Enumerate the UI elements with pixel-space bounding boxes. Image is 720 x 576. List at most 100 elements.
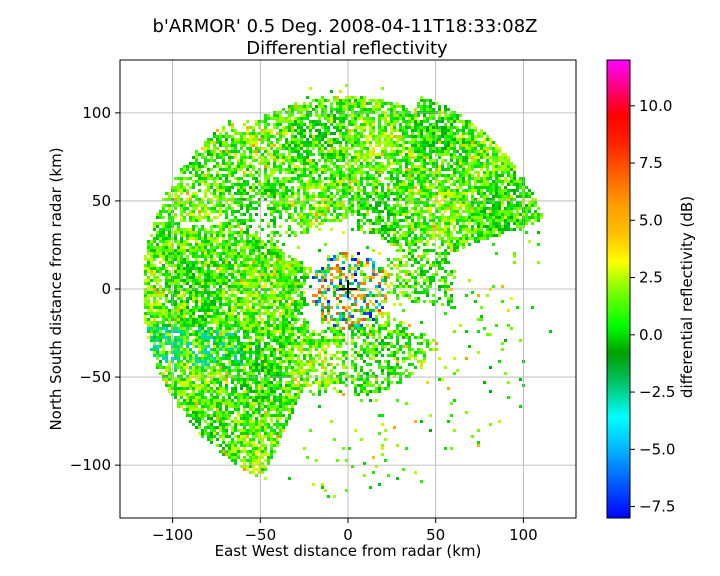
echo-cell xyxy=(342,318,345,321)
echo-cell xyxy=(186,228,189,231)
echo-cell xyxy=(336,183,339,186)
echo-cell xyxy=(222,402,225,405)
echo-cell xyxy=(267,318,270,321)
echo-cell xyxy=(288,228,291,231)
echo-cell xyxy=(246,243,249,246)
echo-cell xyxy=(150,339,153,342)
echo-cell xyxy=(360,126,363,129)
echo-cell xyxy=(201,315,204,318)
echo-cell xyxy=(339,153,342,156)
echo-cell xyxy=(228,192,231,195)
echo-cell xyxy=(258,312,261,315)
echo-cell xyxy=(159,255,162,258)
echo-cell xyxy=(195,180,198,183)
echo-cell xyxy=(165,276,168,279)
echo-cell xyxy=(354,150,357,153)
echo-cell xyxy=(351,120,354,123)
echo-cell xyxy=(261,252,264,255)
echo-cell xyxy=(285,204,288,207)
echo-cell xyxy=(153,306,156,309)
echo-cell xyxy=(228,321,231,324)
echo-cell xyxy=(345,156,348,159)
echo-cell xyxy=(156,327,159,330)
echo-cell xyxy=(219,357,222,360)
echo-cell xyxy=(261,366,264,369)
echo-cell xyxy=(315,369,318,372)
echo-cell xyxy=(351,165,354,168)
echo-cell xyxy=(279,432,282,435)
echo-cell xyxy=(198,348,201,351)
echo-cell xyxy=(303,135,306,138)
echo-cell xyxy=(237,168,240,171)
echo-cell xyxy=(303,318,306,321)
echo-cell xyxy=(234,183,237,186)
echo-cell xyxy=(252,300,255,303)
echo-cell xyxy=(234,138,237,141)
echo-cell xyxy=(282,204,285,207)
echo-cell xyxy=(222,312,225,315)
echo-cell xyxy=(225,357,228,360)
echo-cell xyxy=(336,213,339,216)
echo-cell xyxy=(297,105,300,108)
echo-cell xyxy=(189,318,192,321)
echo-cell xyxy=(309,342,312,345)
echo-cell xyxy=(321,321,324,324)
echo-cell xyxy=(360,375,363,378)
echo-cell xyxy=(156,357,159,360)
echo-cell xyxy=(270,432,273,435)
echo-cell xyxy=(288,285,291,288)
echo-cell xyxy=(147,300,150,303)
echo-cell xyxy=(327,156,330,159)
echo-cell xyxy=(210,219,213,222)
echo-cell xyxy=(168,198,171,201)
echo-cell xyxy=(270,384,273,387)
echo-cell xyxy=(192,351,195,354)
echo-cell xyxy=(180,303,183,306)
echo-cell xyxy=(237,420,240,423)
echo-cell xyxy=(183,399,186,402)
echo-cell xyxy=(285,297,288,300)
echo-cell xyxy=(267,189,270,192)
echo-cell xyxy=(180,354,183,357)
echo-cell xyxy=(276,204,279,207)
echo-cell xyxy=(264,291,267,294)
echo-cell xyxy=(312,135,315,138)
echo-cell xyxy=(276,435,279,438)
echo-cell xyxy=(351,294,354,297)
echo-cell xyxy=(204,204,207,207)
echo-cell xyxy=(321,135,324,138)
echo-cell xyxy=(342,204,345,207)
echo-cell xyxy=(219,318,222,321)
echo-cell xyxy=(228,225,231,228)
echo-cell xyxy=(186,279,189,282)
echo-cell xyxy=(279,270,282,273)
echo-cell xyxy=(327,339,330,342)
echo-cell xyxy=(354,123,357,126)
echo-cell xyxy=(354,309,357,312)
echo-cell xyxy=(216,333,219,336)
echo-cell xyxy=(177,189,180,192)
echo-cell xyxy=(348,96,351,99)
echo-cell xyxy=(264,186,267,189)
echo-cell xyxy=(354,264,357,267)
echo-cell xyxy=(180,177,183,180)
echo-cell xyxy=(240,177,243,180)
echo-cell xyxy=(204,258,207,261)
echo-cell xyxy=(267,402,270,405)
echo-cell xyxy=(324,99,327,102)
echo-cell xyxy=(360,153,363,156)
echo-cell xyxy=(270,195,273,198)
echo-cell xyxy=(216,360,219,363)
echo-cell xyxy=(204,429,207,432)
echo-cell xyxy=(279,327,282,330)
echo-cell xyxy=(345,252,348,255)
echo-cell xyxy=(291,351,294,354)
echo-cell xyxy=(270,240,273,243)
echo-cell xyxy=(213,432,216,435)
echo-cell xyxy=(309,120,312,123)
echo-cell xyxy=(207,366,210,369)
echo-cell xyxy=(294,138,297,141)
echo-cell xyxy=(192,180,195,183)
echo-cell xyxy=(240,402,243,405)
echo-cell xyxy=(285,282,288,285)
